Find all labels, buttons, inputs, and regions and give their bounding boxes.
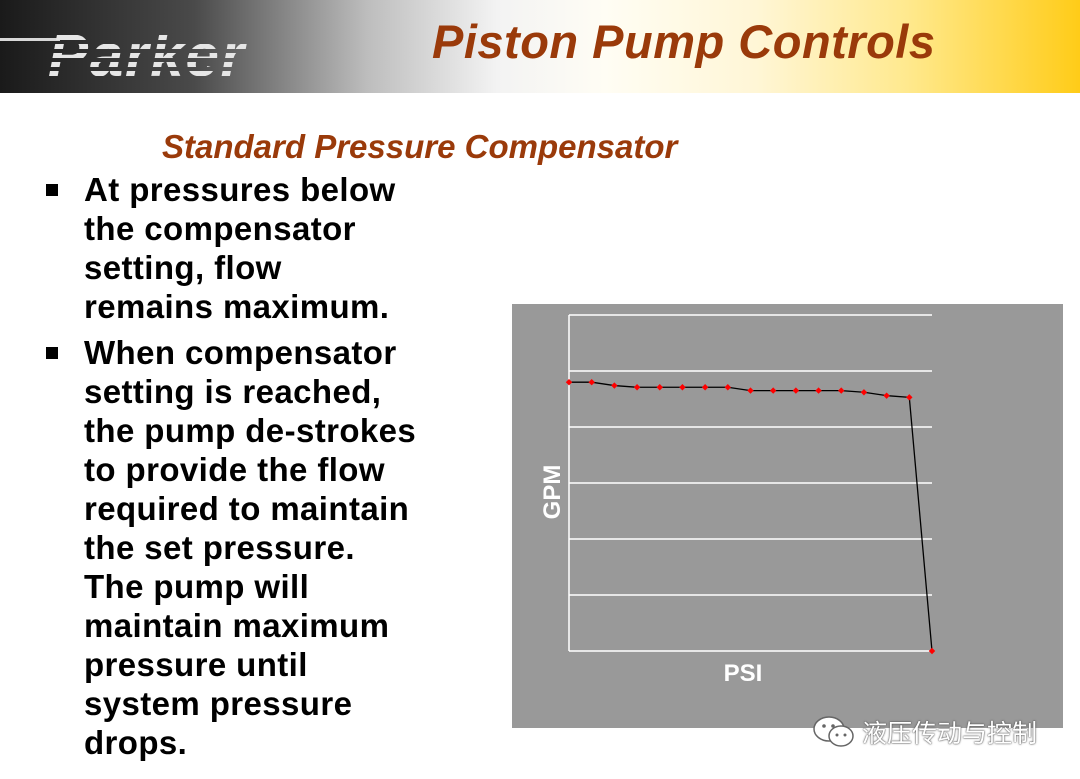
bullet-item: When compensator setting is reached, the…: [44, 333, 504, 762]
watermark-text: 液压传动与控制: [862, 719, 1038, 748]
plot-background: [512, 304, 1063, 728]
data-point: [906, 394, 913, 401]
page-title: Piston Pump Controls: [432, 15, 936, 68]
gpm-psi-chart: GPM PSI: [512, 304, 1063, 728]
bullet-text: When compensator setting is reached, the…: [84, 334, 417, 761]
data-point: [565, 379, 573, 386]
bullet-list: At pressures below the compensator setti…: [44, 170, 504, 769]
data-point: [928, 647, 936, 655]
data-point: [747, 387, 754, 394]
svg-text:Parker: Parker: [48, 22, 248, 89]
square-bullet-icon: [46, 184, 58, 196]
data-point: [724, 384, 732, 391]
data-point: [633, 384, 641, 391]
data-point: [656, 384, 663, 391]
slide-subtitle: Standard Pressure Compensator: [162, 128, 678, 165]
square-bullet-icon: [46, 347, 58, 359]
data-point: [792, 387, 800, 394]
bullet-text: At pressures below the compensator setti…: [84, 171, 396, 325]
parker-logo: Parker: [0, 22, 248, 89]
data-point: [860, 389, 868, 396]
x-axis-label: PSI: [724, 660, 763, 687]
data-point: [815, 387, 822, 394]
watermark: 液压传动与控制: [812, 712, 1037, 752]
y-axis-label: GPM: [539, 465, 566, 520]
wechat-icon: [813, 716, 854, 747]
data-point: [611, 382, 618, 389]
bullet-item: At pressures below the compensator setti…: [44, 170, 504, 326]
data-point: [701, 384, 709, 391]
data-point: [769, 387, 777, 394]
data-point: [838, 387, 845, 394]
data-point: [883, 392, 890, 399]
data-point: [679, 384, 686, 391]
data-point: [588, 379, 595, 386]
header-band: [0, 0, 1080, 93]
